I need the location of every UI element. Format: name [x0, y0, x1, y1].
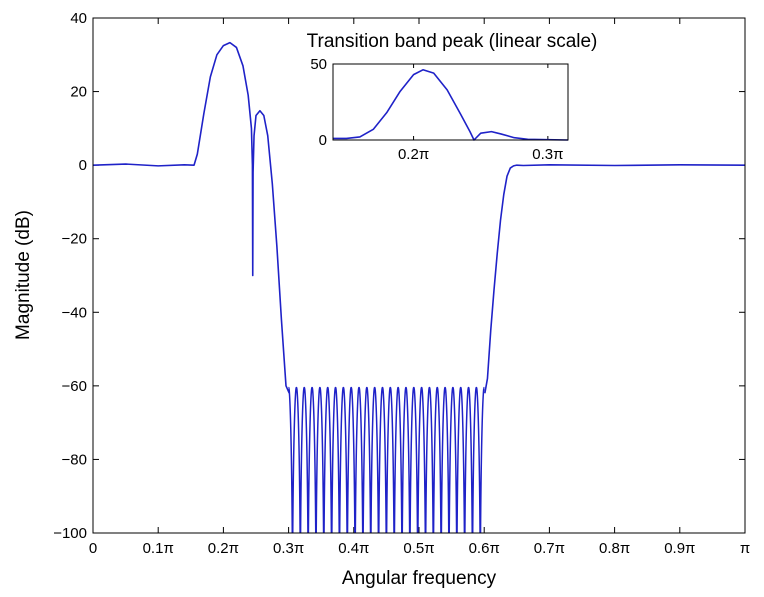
x-tick-label: 0.8π: [599, 540, 630, 557]
inset-background: [303, 60, 582, 162]
x-tick-label: 0.2π: [208, 540, 239, 557]
inset-x-tick-label: 0.3π: [532, 146, 563, 163]
series-line-1-0: [333, 68, 569, 141]
x-tick-label: 0.6π: [469, 540, 500, 557]
main-tick-labels: 0 0.1π 0.2π 0.3π 0.4π 0.5π 0.6π 0.7π 0.8π 0.9π π 40…: [53, 10, 750, 557]
x-tick-label: π: [740, 540, 750, 557]
inset-tick-labels: 0.2π 0.3π 50 0: [310, 56, 563, 163]
y-tick-label: −80: [62, 451, 87, 468]
x-tick-label: 0.7π: [534, 540, 565, 557]
y-tick-label: −100: [53, 525, 87, 542]
y-tick-label: −60: [62, 378, 87, 395]
y-tick-label: 40: [70, 10, 87, 27]
y-axis-label: Magnitude (dB): [13, 210, 34, 340]
x-axis-label: Angular frequency: [342, 568, 497, 589]
x-tick-label: 0.9π: [664, 540, 695, 557]
main-series-lines: [92, 41, 746, 533]
inset-x-tick-label: 0.2π: [398, 146, 429, 163]
y-tick-label: −20: [62, 231, 87, 248]
x-tick-label: 0.3π: [273, 540, 304, 557]
series-line-0-0: [92, 41, 290, 394]
x-tick-label: 0.1π: [143, 540, 174, 557]
x-tick-label: 0.5π: [403, 540, 434, 557]
x-tick-label: 0: [89, 540, 97, 557]
series-line-0-1: [484, 163, 746, 394]
main-plot-frame: [92, 17, 746, 534]
y-tick-label: 0: [79, 157, 87, 174]
y-tick-label: 20: [70, 84, 87, 101]
inset-y-tick-label: 0: [319, 132, 327, 149]
inset-y-tick-label: 50: [310, 56, 327, 73]
inset-series-lines: [333, 68, 569, 141]
inset-title: Transition band peak (linear scale): [307, 31, 598, 52]
x-tick-label: 0.4π: [338, 540, 369, 557]
y-tick-label: −40: [62, 304, 87, 321]
stopband-ripple-line: [287, 386, 485, 533]
inset-plot-frame: [332, 63, 569, 141]
